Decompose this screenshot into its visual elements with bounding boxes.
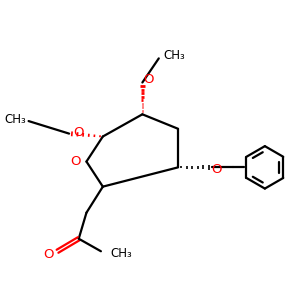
Text: O: O [43, 248, 54, 261]
Text: CH₃: CH₃ [111, 247, 132, 260]
Text: CH₃: CH₃ [164, 49, 185, 62]
Text: CH₃: CH₃ [4, 112, 26, 126]
Text: O: O [143, 73, 154, 86]
Text: O: O [73, 126, 83, 139]
Text: O: O [70, 155, 81, 168]
Text: O: O [211, 163, 221, 176]
